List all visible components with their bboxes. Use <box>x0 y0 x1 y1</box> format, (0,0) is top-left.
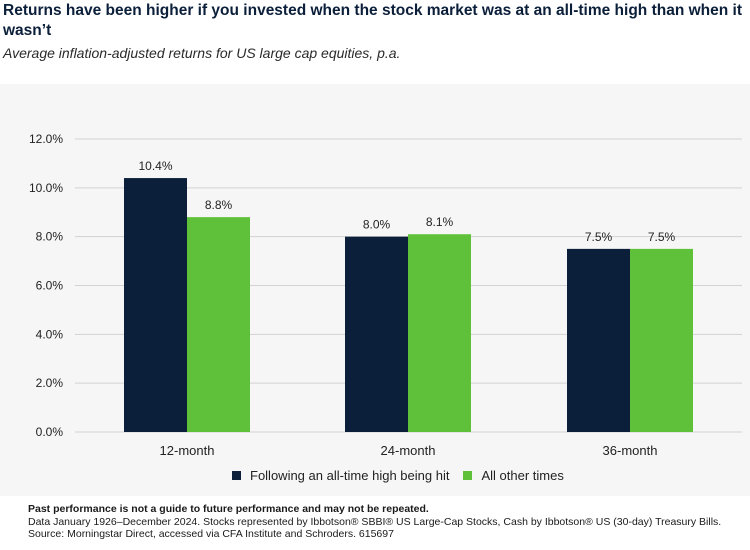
y-axis: 0.0% 2.0% 4.0% 6.0% 8.0% 10.0% 12.0% <box>29 132 63 439</box>
x-tick-label: 24-month <box>381 443 436 458</box>
chart-title: Returns have been higher if you invested… <box>3 2 742 39</box>
bar <box>408 234 471 432</box>
y-tick-label: 12.0% <box>29 132 63 146</box>
bar <box>187 217 250 432</box>
legend-item-series-1: Following an all-time high being hit <box>232 468 449 483</box>
data-label: 8.8% <box>205 198 233 212</box>
x-tick-label: 36-month <box>603 443 658 458</box>
y-tick-label: 10.0% <box>29 181 63 195</box>
data-label: 7.5% <box>585 230 613 244</box>
bar <box>567 248 630 432</box>
data-label: 10.4% <box>138 159 172 173</box>
footnote-disclaimer: Past performance is not a guide to futur… <box>28 503 429 515</box>
legend-label-series-2: All other times <box>481 467 564 483</box>
bar-chart: 0.0% 2.0% 4.0% 6.0% 8.0% 10.0% 12.0% 10.4% 8.8%… <box>29 132 742 458</box>
legend-label-series-1: Following an all-time high being hit <box>250 467 450 483</box>
y-tick-label: 0.0% <box>36 425 64 439</box>
data-label: 8.1% <box>426 215 454 229</box>
legend-swatch-series-2 <box>463 470 473 480</box>
bars <box>124 178 693 432</box>
data-label: 8.0% <box>363 218 391 232</box>
data-labels: 10.4% 8.8% 8.0% 8.1% 7.5% 7.5% <box>138 159 675 244</box>
legend-swatch-series-1 <box>232 470 241 480</box>
footnotes: Past performance is not a guide to futur… <box>28 503 748 541</box>
chart-panel: 0.0% 2.0% 4.0% 6.0% 8.0% 10.0% 12.0% 10.4% 8.8%… <box>0 84 750 496</box>
y-tick-label: 4.0% <box>36 327 64 341</box>
footnote-data: Data January 1926–December 2024. Stocks … <box>28 515 722 528</box>
legend-item-series-2: All other times <box>463 467 564 483</box>
data-label: 7.5% <box>648 230 676 244</box>
bar <box>630 248 693 432</box>
legend: Following an all-time high being hit All… <box>232 466 578 484</box>
y-tick-label: 8.0% <box>36 230 64 244</box>
y-tick-label: 6.0% <box>36 279 64 293</box>
footnote-source: Source: Morningstar Direct, accessed via… <box>28 528 394 540</box>
x-tick-label: 12-month <box>160 443 215 458</box>
bar <box>345 236 408 432</box>
chart-subtitle: Average inflation-adjusted returns for U… <box>3 45 401 61</box>
bar <box>124 178 187 432</box>
y-tick-label: 2.0% <box>36 376 64 390</box>
x-axis: 12-month 24-month 36-month <box>160 443 658 458</box>
